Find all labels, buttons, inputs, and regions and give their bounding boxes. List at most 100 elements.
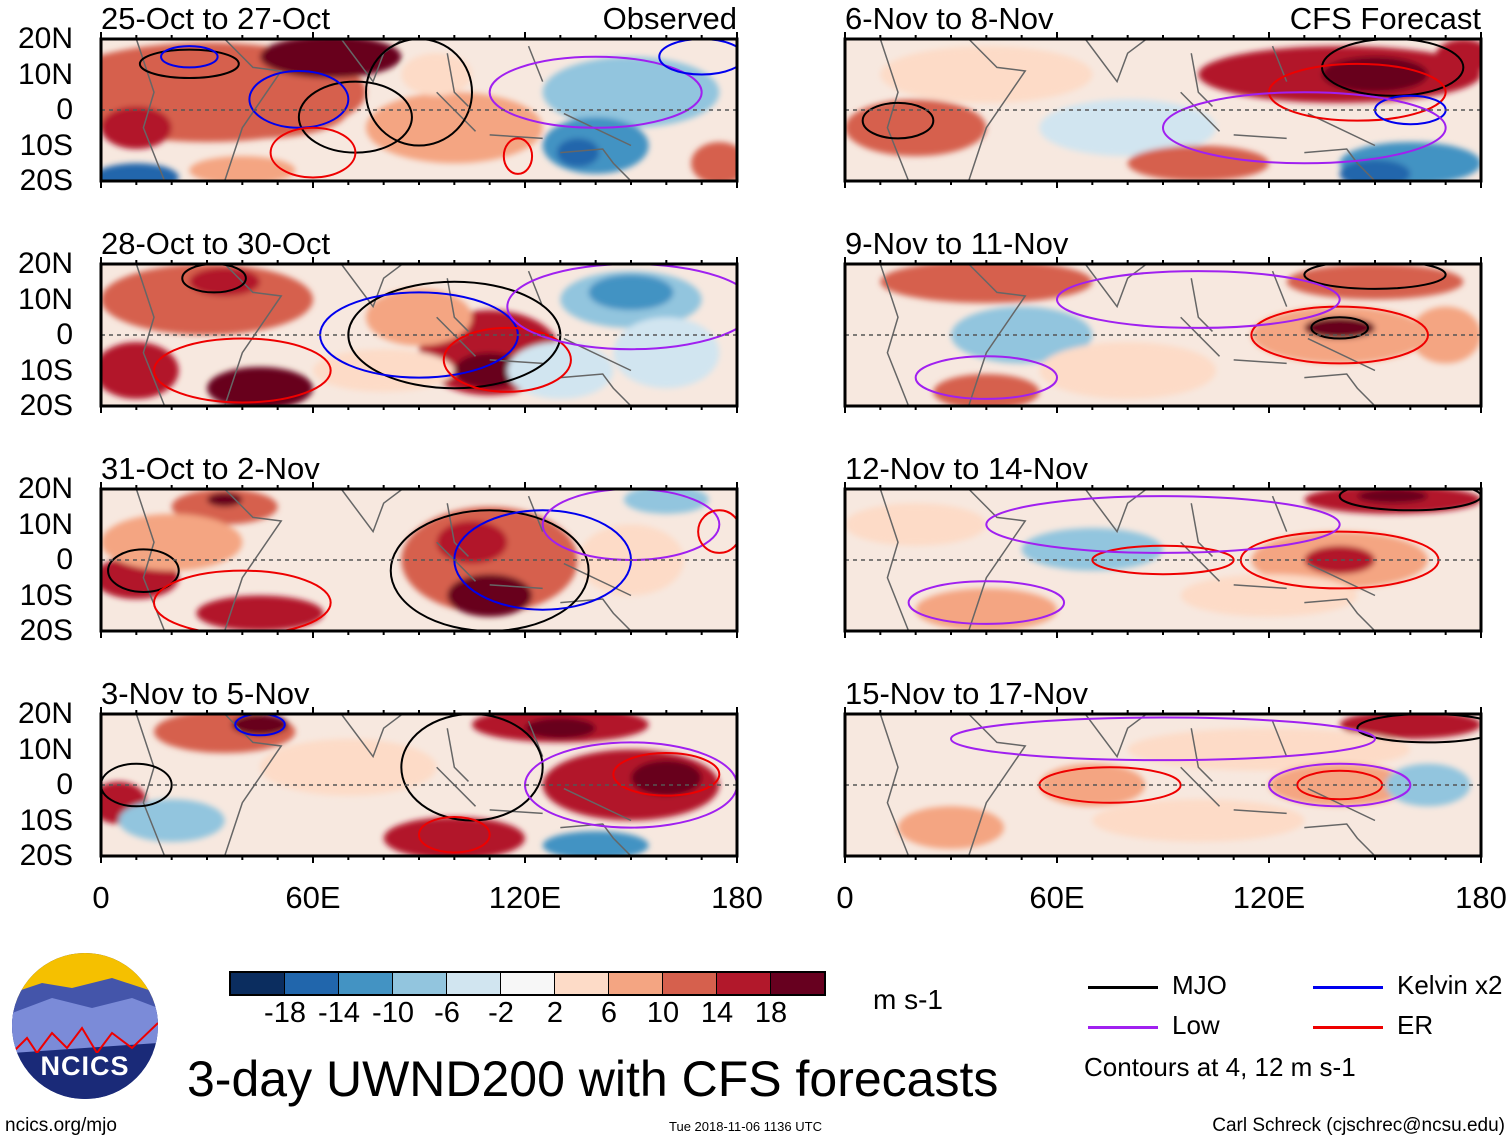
lat-label: 20N (17, 697, 73, 730)
wave-contour (488, 55, 703, 129)
lon-label: 120E (1232, 880, 1306, 915)
wind-anomaly-shading (101, 342, 179, 399)
legend-line-mjo (1088, 986, 1158, 989)
wind-anomaly-shading (383, 816, 525, 856)
colorbar-swatch (339, 973, 393, 994)
wind-anomaly-shading (231, 714, 289, 736)
wave-contour (907, 580, 1066, 625)
wave-contour (697, 509, 737, 554)
wind-anomaly-shading (101, 513, 243, 571)
lat-label: 20N (17, 472, 73, 505)
wind-anomaly-shading (631, 760, 702, 796)
panel-label: Observed (602, 1, 737, 36)
colorbar-swatch (771, 973, 824, 994)
lat-label: 10S (19, 353, 73, 387)
lon-label: 180 (1455, 880, 1507, 915)
logo-text: NCICS (40, 1051, 130, 1081)
wind-anomaly-shading (933, 374, 1040, 406)
wave-contour (502, 137, 534, 175)
wind-anomaly-shading (1357, 489, 1428, 504)
wind-anomaly-shading (1304, 317, 1375, 339)
footer-url[interactable]: ncics.org/mjo (5, 1115, 117, 1136)
wave-contour (1267, 62, 1447, 122)
colorbar-tick-label: 18 (754, 997, 788, 1029)
lon-label: 0 (836, 880, 854, 915)
wind-anomaly-shading (189, 156, 296, 181)
wind-anomaly-shading (691, 141, 737, 181)
colorbar-tick-label: 14 (700, 997, 734, 1029)
lat-label: 20S (19, 614, 73, 647)
wave-contour (400, 714, 544, 822)
lat-label: 20S (19, 164, 73, 197)
figure-title: 3-day UWND200 with CFS forecasts (187, 1051, 999, 1107)
wind-anomaly-shading (1385, 763, 1471, 807)
colorbar-swatch (501, 973, 555, 994)
wind-anomaly-shading (915, 588, 1057, 631)
wave-contour (181, 264, 247, 294)
panel-title: 25-Oct to 27-Oct (101, 1, 331, 36)
wind-anomaly-shading (1021, 528, 1163, 571)
wind-anomaly-shading (1304, 545, 1375, 575)
panel-title: 31-Oct to 2-Nov (101, 451, 320, 486)
wave-contour (1250, 305, 1429, 365)
coastlines (879, 489, 1376, 631)
panel-title: 9-Nov to 11-Nov (845, 226, 1069, 261)
legend-label: MJO (1172, 970, 1227, 1000)
wave-contour (101, 762, 173, 808)
panel-title: 28-Oct to 30-Oct (101, 226, 331, 261)
wind-anomaly-shading (1322, 56, 1428, 93)
wind-anomaly-shading (845, 503, 987, 546)
colorbar-swatch (285, 973, 339, 994)
map-panel (99, 257, 739, 413)
map-panel (843, 707, 1483, 863)
map-panel (99, 707, 739, 863)
wave-contour (107, 548, 180, 593)
map-panel (843, 482, 1483, 638)
lon-label: 120E (488, 880, 562, 915)
wind-anomaly-shading (542, 831, 649, 856)
wind-anomaly-shading (880, 264, 1093, 304)
wind-anomaly-shading (260, 738, 437, 796)
wind-anomaly-shading (542, 56, 720, 128)
panel-title: 6-Nov to 8-Nov (845, 1, 1054, 36)
colorbar-swatch (231, 973, 285, 994)
wave-contour (138, 48, 240, 80)
colorbar-tick-label: -6 (434, 997, 460, 1029)
wave-contour (234, 714, 286, 737)
wave-contour (152, 337, 332, 404)
colorbar-tick-label: 6 (600, 997, 618, 1029)
wave-contour (914, 355, 1058, 400)
wave-contour (985, 495, 1341, 554)
map-panel (843, 32, 1483, 188)
legend-line-low (1088, 1026, 1158, 1029)
legend-note: Contours at 4, 12 m s-1 (1084, 1052, 1356, 1082)
wind-anomaly-shading (588, 274, 674, 311)
wave-contour (1310, 316, 1369, 340)
colorbar-swatch (609, 973, 663, 994)
wind-anomaly-shading (101, 163, 179, 181)
wind-anomaly-shading (1339, 159, 1411, 181)
lat-label: 0 (56, 543, 73, 576)
ncics-logo: NCICS (12, 953, 158, 1099)
wind-anomaly-shading (613, 317, 720, 389)
coastlines (879, 714, 1376, 856)
colorbar-tick-label: 2 (546, 997, 564, 1029)
wave-contour (1303, 264, 1447, 290)
wave-contour (658, 39, 737, 76)
colorbar (229, 971, 826, 996)
lat-label: 20S (19, 839, 73, 872)
wind-anomaly-shading (447, 574, 533, 617)
wind-anomaly-shading (623, 489, 709, 514)
panel-title: 12-Nov to 14-Nov (845, 451, 1088, 486)
footer-timestamp: Tue 2018-11-06 1136 UTC (669, 1119, 822, 1134)
wind-anomaly-shading (1092, 799, 1305, 842)
wave-contour (365, 39, 473, 147)
colorbar-swatch (663, 973, 717, 994)
map-panel (99, 482, 739, 638)
wind-anomaly-shading (898, 806, 1004, 849)
wave-contour (153, 569, 332, 631)
wind-anomaly-shading (118, 799, 225, 842)
wind-anomaly-shading (507, 342, 614, 399)
wind-anomaly-shading (436, 520, 508, 564)
lat-label: 20S (19, 389, 73, 422)
